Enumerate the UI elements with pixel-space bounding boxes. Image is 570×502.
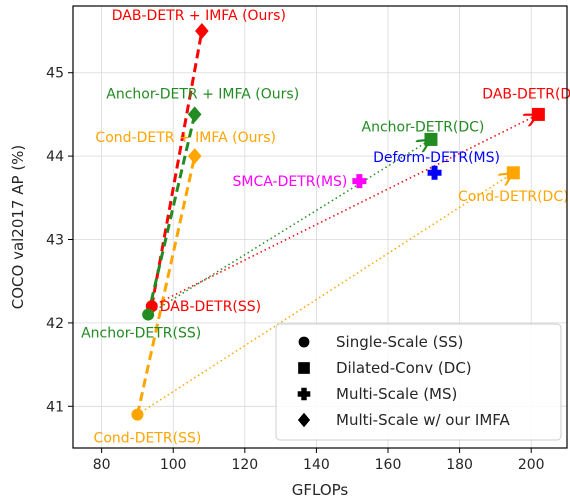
x-tick-label: 200	[518, 457, 545, 473]
point-anchor-dc	[424, 132, 438, 146]
point-labels: DAB-DETR(SS) Anchor-DETR(SS) Cond-DETR(SS)…	[81, 8, 570, 447]
legend-label-dilated-conv-dc: Dilated-Conv (DC)	[336, 359, 472, 377]
point-cond-ss	[131, 408, 144, 421]
label-dab-ss: DAB-DETR(SS)	[160, 299, 261, 315]
point-dab-imfa	[195, 23, 209, 40]
x-axis-title: GFLOPs	[292, 481, 349, 499]
label-anchor-dc: Anchor-DETR(DC)	[362, 119, 485, 135]
data-points	[131, 23, 545, 421]
x-tick-label: 140	[303, 457, 330, 473]
label-anchor-imfa: Anchor-DETR + IMFA (Ours)	[106, 86, 299, 102]
grid	[73, 6, 567, 448]
legend-label-multi-scale-ms: Multi-Scale (MS)	[336, 385, 457, 403]
label-deform-ms: Deform-DETR(MS)	[373, 150, 500, 166]
legend-marker-diamond	[297, 412, 311, 428]
y-tick-label: 44	[46, 149, 64, 165]
axis-ticks: 80 100 120 140 160 180 200 41 42 43 44 45	[46, 66, 544, 473]
y-tick-label: 45	[46, 66, 64, 82]
label-anchor-ss: Anchor-DETR(SS)	[81, 326, 201, 342]
point-smca-ms	[352, 174, 367, 189]
x-tick-label: 180	[446, 457, 473, 473]
point-dab-dc	[531, 107, 545, 121]
x-tick-label: 160	[375, 457, 402, 473]
x-tick-label: 100	[160, 457, 187, 473]
point-deform-ms	[427, 165, 442, 180]
dashed-line-dab-ss-to-dab-imfa	[150, 30, 204, 307]
point-anchor-imfa	[187, 106, 202, 123]
label-dab-imfa: DAB-DETR + IMFA (Ours)	[112, 8, 286, 24]
legend-marker-square	[298, 362, 310, 374]
legend: Single-Scale (SS) Dilated-Conv (DC) Multi-…	[275, 323, 562, 441]
legend-box	[275, 323, 562, 441]
label-cond-imfa: Cond-DETR + IMFA (Ours)	[95, 130, 276, 146]
legend-label-multi-scale-w-our-imfa: Multi-Scale w/ our IMFA	[336, 411, 511, 429]
legend-marker-plus	[297, 387, 311, 401]
dotted-arrow-anchor-ss-to-anchor-dc	[147, 140, 429, 316]
y-tick-label: 43	[46, 233, 64, 249]
point-anchor-ss	[142, 308, 155, 321]
y-tick-label: 42	[46, 316, 64, 332]
label-smca-ms: SMCA-DETR(MS)	[233, 174, 348, 190]
legend-marker-circle	[298, 336, 310, 348]
dashed-line-anchor-ss-to-anchor-imfa	[146, 114, 197, 315]
x-tick-label: 120	[231, 457, 258, 473]
dashed-line-cond-ss-to-cond-imfa	[135, 155, 197, 415]
y-axis-title: COCO val2017 AP (%)	[9, 145, 27, 310]
legend-label-single-scale-ss: Single-Scale (SS)	[336, 333, 463, 351]
plot-frame	[72, 5, 568, 449]
label-dab-dc: DAB-DETR(DC)	[482, 86, 570, 102]
x-tick-label: 80	[93, 457, 111, 473]
y-tick-label: 41	[46, 399, 64, 415]
label-cond-ss: Cond-DETR(SS)	[94, 431, 202, 447]
point-cond-dc	[506, 166, 520, 180]
connector-lines	[135, 30, 536, 416]
label-cond-dc: Cond-DETR(DC)	[458, 189, 569, 205]
point-cond-imfa	[187, 148, 202, 165]
